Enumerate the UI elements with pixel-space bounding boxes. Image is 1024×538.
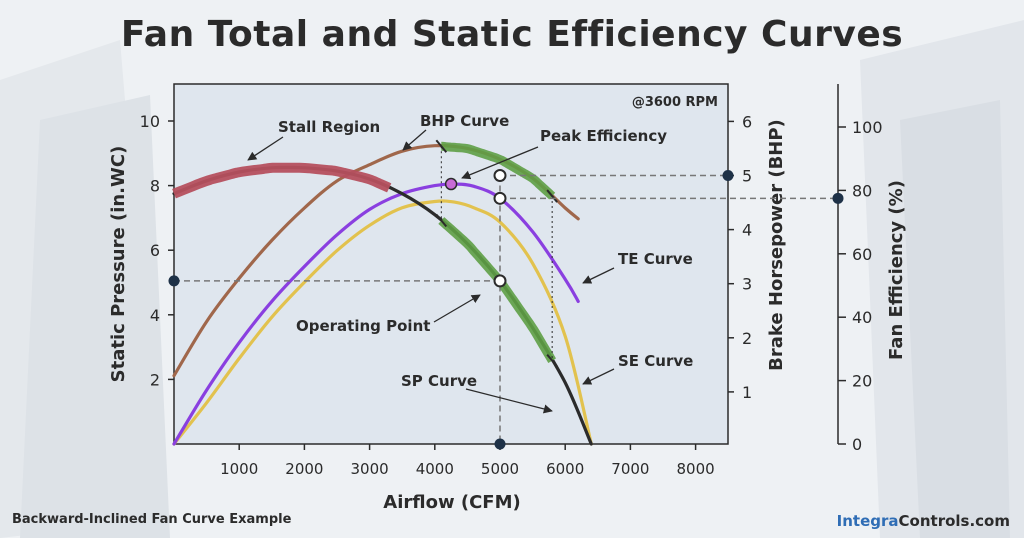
eff-axis-title: Fan Efficiency (%) xyxy=(886,180,907,360)
te-curve-arrow xyxy=(582,267,615,284)
stall-region-arrow xyxy=(247,136,284,161)
bhp-curve-arrow xyxy=(402,129,427,151)
x-tick-label: 4000 xyxy=(416,460,454,478)
sp-tick-label: 2 xyxy=(150,370,160,389)
stall-region-band xyxy=(172,162,392,199)
airflow-axis-marker xyxy=(494,438,506,450)
peak-efficiency-label: Peak Efficiency xyxy=(540,127,667,145)
bhp-tick-label: 5 xyxy=(742,167,752,186)
eff-tick-label: 60 xyxy=(852,245,872,264)
x-tick-label: 8000 xyxy=(677,460,715,478)
sp-tick-label: 6 xyxy=(150,241,160,260)
bhp-tick-label: 1 xyxy=(742,383,752,402)
left-axis-title: Static Pressure (in.WC) xyxy=(108,146,129,383)
sp-axis-marker xyxy=(168,275,180,287)
bhp-axis-marker xyxy=(722,170,734,181)
eff-tick-label: 0 xyxy=(852,435,862,454)
x-tick-label: 2000 xyxy=(285,460,323,478)
x-tick-label: 3000 xyxy=(351,460,389,478)
brand-part-2: Controls.com xyxy=(898,512,1010,530)
sp-tick-label: 4 xyxy=(150,306,160,325)
bhp-point-marker xyxy=(493,169,507,182)
selection-band-end-tick xyxy=(546,354,558,368)
efficiency-point-marker xyxy=(493,191,507,205)
x-tick-label: 7000 xyxy=(611,460,649,478)
operating-point-label: Operating Point xyxy=(296,317,430,335)
eff-axis-marker xyxy=(832,192,844,204)
peak-efficiency-arrow xyxy=(461,146,539,180)
eff-tick-label: 80 xyxy=(852,181,872,200)
bhp-selection-band xyxy=(441,141,556,200)
se-curve-arrow xyxy=(582,368,615,385)
x-tick-label: 1000 xyxy=(220,460,258,478)
rpm-label: @3600 RPM xyxy=(632,95,718,110)
bhp-tick-label: 6 xyxy=(742,112,752,131)
sp-curve-label: SP Curve xyxy=(401,372,477,390)
x-tick-label: 6000 xyxy=(546,460,584,478)
bhp-axis-title: Brake Horsepower (BHP) xyxy=(766,119,787,371)
operating-point-arrow xyxy=(433,294,481,323)
brand-part-1: Integra xyxy=(836,512,899,530)
selection-band-end-tick xyxy=(435,213,448,228)
eff-tick-label: 40 xyxy=(852,308,872,327)
bhp-tick-label: 3 xyxy=(742,275,752,294)
eff-tick-label: 20 xyxy=(852,372,872,391)
stall-region-label: Stall Region xyxy=(278,118,380,136)
page-title: Fan Total and Static Efficiency Curves xyxy=(120,14,904,55)
brand-logo[interactable]: IntegraControls.com xyxy=(837,512,1010,530)
se-curve-line xyxy=(172,199,593,446)
eff-tick-label: 100 xyxy=(852,118,883,137)
te-curve-label: TE Curve xyxy=(618,250,693,268)
se-curve-label: SE Curve xyxy=(618,352,693,370)
bhp-curve-label: BHP Curve xyxy=(420,112,509,130)
operating-point-marker xyxy=(493,274,507,288)
bhp-tick-label: 4 xyxy=(742,221,752,240)
sp-tick-label: 8 xyxy=(150,177,160,196)
bhp-tick-label: 2 xyxy=(742,329,752,348)
sp-tick-label: 10 xyxy=(140,112,160,131)
sp-curve-arrow xyxy=(465,388,553,414)
peak-efficiency-marker xyxy=(444,177,458,191)
x-axis-title: Airflow (CFM) xyxy=(383,492,520,513)
x-tick-label: 5000 xyxy=(481,460,519,478)
chart-caption: Backward-Inclined Fan Curve Example xyxy=(12,512,292,527)
